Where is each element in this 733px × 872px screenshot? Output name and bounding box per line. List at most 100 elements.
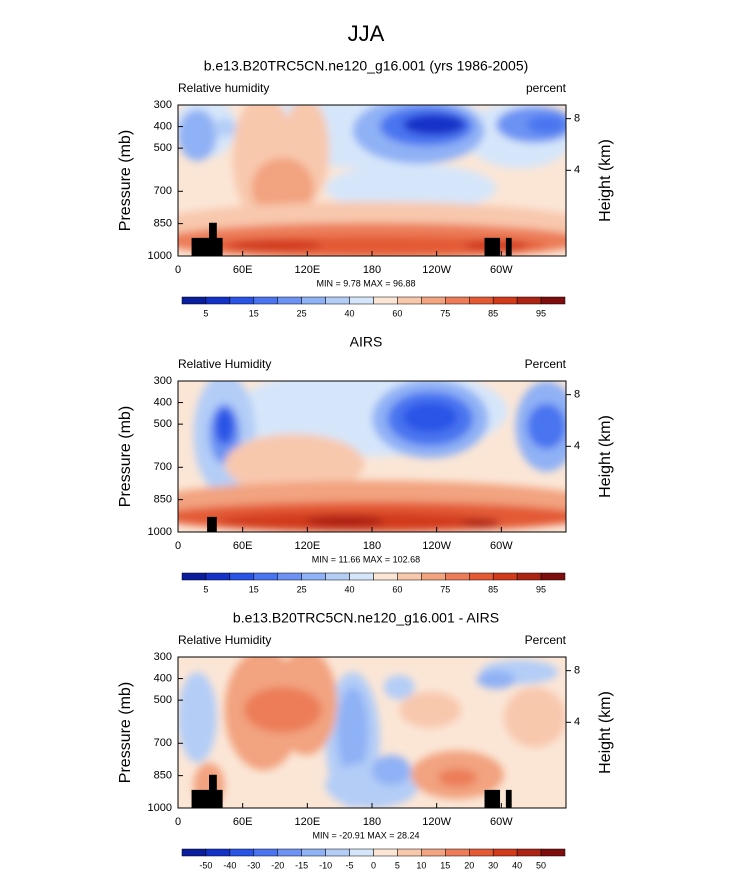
x-tick-label: 120E — [294, 264, 320, 276]
colorbar-label: -10 — [319, 860, 332, 870]
colorbar-box — [373, 572, 398, 581]
colorbar-box — [301, 848, 326, 857]
x-tick-label: 60E — [233, 264, 253, 276]
colorbar-box — [469, 296, 494, 305]
figure-title: JJA — [348, 21, 385, 46]
colorbar-label: 40 — [345, 308, 355, 318]
x-tick-label: 120W — [422, 264, 451, 276]
colorbar-box — [325, 572, 350, 581]
y-tick-label: 300 — [154, 99, 172, 111]
x-tick-label: 180 — [363, 264, 381, 276]
colorbar-label: 30 — [488, 860, 498, 870]
x-tick-label: 180 — [363, 816, 381, 828]
colorbar-label: -20 — [271, 860, 284, 870]
contour-fill — [224, 433, 365, 495]
colorbar-label: 60 — [392, 584, 402, 594]
colorbar-label: 25 — [297, 308, 307, 318]
y2-axis-label: Height (km) — [597, 415, 614, 498]
colorbar-box — [325, 848, 350, 857]
colorbar-box — [301, 572, 326, 581]
colorbar-label: 10 — [416, 860, 426, 870]
colorbar-label: -30 — [247, 860, 260, 870]
colorbar-box — [397, 572, 422, 581]
panel: AIRS Relative Humidity Percent Pressure (mb… — [117, 334, 614, 595]
y-tick-label: 300 — [154, 651, 172, 663]
contour-fill — [403, 114, 466, 136]
y2-tick-label: 8 — [574, 389, 580, 401]
topography — [484, 789, 501, 808]
y-tick-label: 400 — [154, 672, 172, 684]
y-tick-label: 400 — [154, 396, 172, 408]
x-tick-label: 60W — [490, 816, 513, 828]
contour-fill — [212, 118, 237, 137]
right-string: Percent — [525, 357, 567, 371]
colorbar-box — [205, 848, 231, 857]
y-tick-label: 700 — [154, 461, 172, 473]
min-max-annotation: MIN = 11.66 MAX = 102.68 — [312, 554, 420, 564]
colorbar-label: 85 — [488, 584, 498, 594]
colorbar-box — [445, 848, 470, 857]
x-tick-label: 60E — [233, 816, 253, 828]
colorbar-label: 95 — [536, 584, 546, 594]
y-tick-label: 850 — [154, 770, 172, 782]
y2-tick-label: 4 — [574, 440, 580, 452]
contour-fill — [228, 239, 322, 252]
colorbar-label: -5 — [346, 860, 354, 870]
contour-fill — [503, 687, 566, 748]
contour-fill — [437, 768, 477, 787]
colorbar-label: 5 — [203, 308, 208, 318]
contour-fill — [337, 687, 369, 778]
field — [178, 105, 566, 256]
contour-fill — [178, 672, 217, 763]
y-tick-label: 850 — [154, 494, 172, 506]
y2-tick-label: 4 — [574, 716, 580, 728]
x-tick-label: 60W — [490, 540, 513, 552]
field-blobs — [178, 381, 566, 532]
colorbar-box — [373, 296, 398, 305]
colorbar-label: 60 — [392, 308, 402, 318]
colorbar-box — [373, 848, 398, 857]
colorbar-box — [181, 296, 207, 305]
right-string: percent — [526, 81, 567, 95]
topography — [191, 789, 223, 808]
colorbar-box — [445, 296, 470, 305]
colorbar-box — [397, 296, 422, 305]
colorbar-box — [516, 296, 542, 305]
min-max-annotation: MIN = -20.91 MAX = 28.24 — [312, 830, 419, 840]
x-tick-label: 0 — [175, 264, 181, 276]
y2-tick-label: 4 — [574, 164, 580, 176]
colorbar-box — [205, 296, 231, 305]
y-axis-label: Pressure (mb) — [117, 406, 134, 507]
topography — [505, 237, 512, 256]
x-tick-label: 0 — [175, 540, 181, 552]
right-string: Percent — [525, 633, 567, 647]
colorbar-box — [492, 296, 518, 305]
colorbar-box — [516, 572, 542, 581]
x-tick-label: 120W — [422, 540, 451, 552]
field — [178, 657, 566, 808]
x-tick-label: 0 — [175, 816, 181, 828]
x-tick-label: 60W — [490, 264, 513, 276]
field — [178, 381, 566, 532]
contour-fill — [214, 408, 235, 445]
colorbar-label: 95 — [536, 308, 546, 318]
y2-tick-label: 8 — [574, 665, 580, 677]
contour-fill — [399, 691, 462, 728]
colorbar-label: 15 — [249, 308, 259, 318]
colorbar-box — [421, 572, 446, 581]
topography — [505, 789, 512, 808]
topography — [484, 237, 501, 256]
colorbar-box — [421, 848, 446, 857]
colorbar-box — [301, 296, 326, 305]
topography — [209, 222, 217, 256]
y-tick-label: 500 — [154, 694, 172, 706]
colorbar-box — [469, 572, 494, 581]
contour-fill — [178, 109, 217, 161]
contour-fill — [306, 515, 384, 528]
panel-title: AIRS — [350, 334, 383, 350]
colorbar-label: 15 — [249, 584, 259, 594]
y-axis-label: Pressure (mb) — [117, 682, 134, 783]
colorbar-box — [229, 572, 255, 581]
colorbar-box — [277, 848, 302, 857]
